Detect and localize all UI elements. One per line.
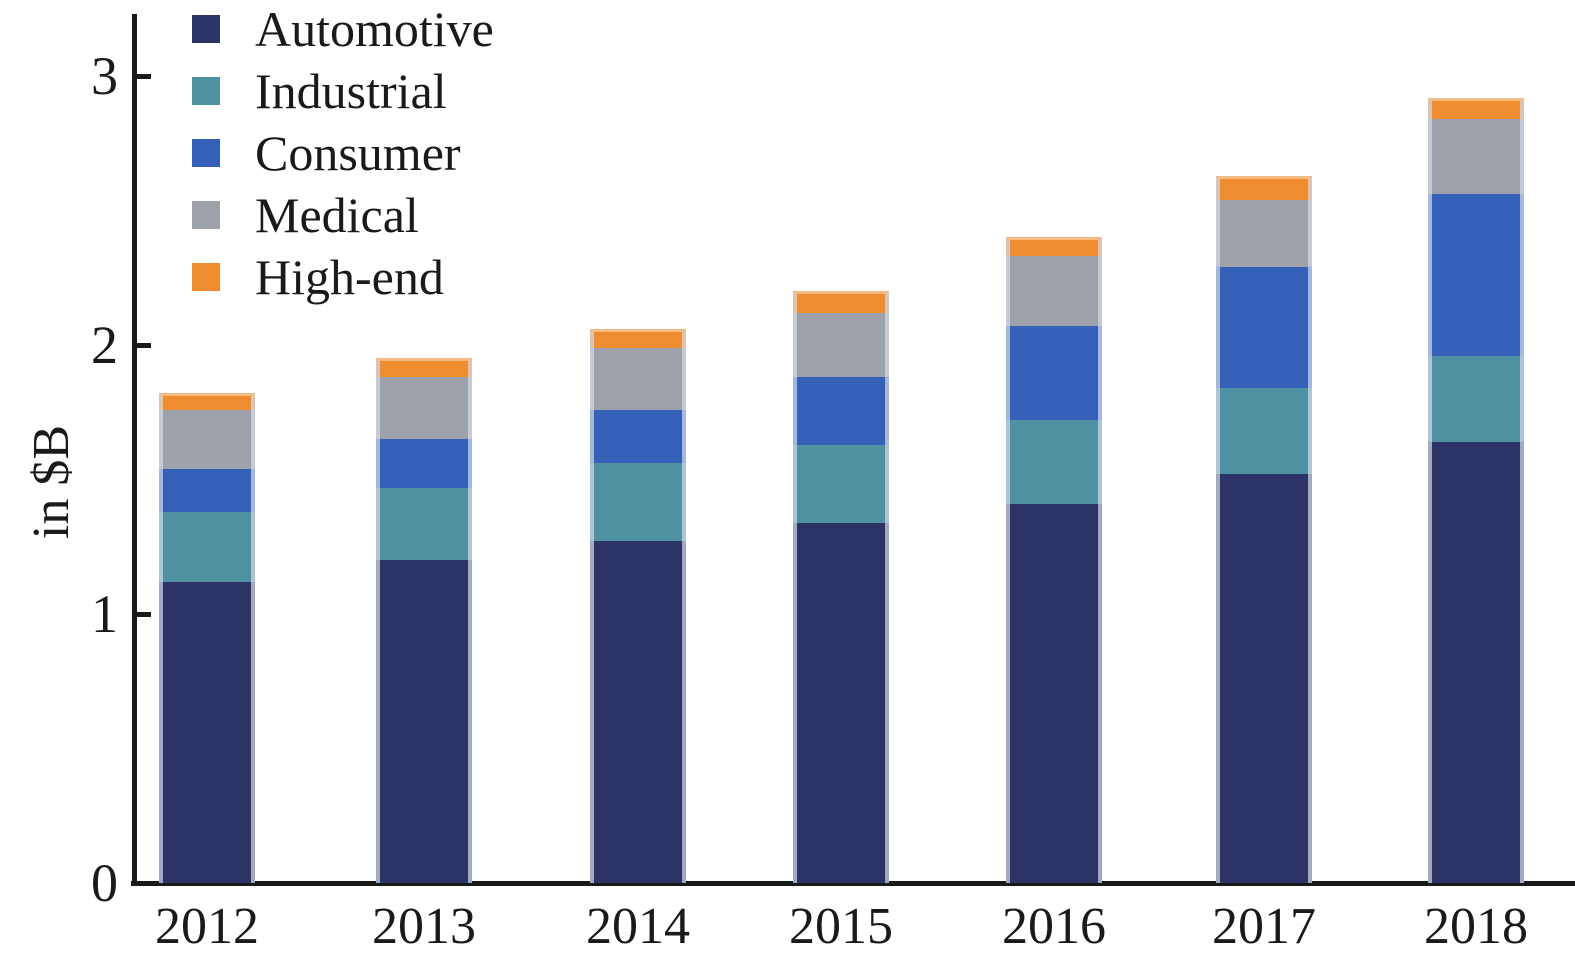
bar-segment-high-end-2012 [159, 393, 255, 410]
bar-segment-medical-2013 [376, 377, 472, 440]
bar-segment-consumer-2015 [793, 377, 889, 445]
bar-segment-consumer-2012 [159, 468, 255, 512]
bar-segment-high-end-2018 [1428, 97, 1524, 120]
legend-item-medical: Medical [192, 184, 494, 246]
legend-swatch-medical [192, 201, 220, 229]
legend-swatch-automotive [192, 15, 220, 43]
bar-segment-medical-2018 [1428, 119, 1524, 195]
bar-2012 [159, 393, 255, 883]
bar-segment-medical-2017 [1216, 199, 1312, 267]
x-axis-line [131, 881, 1575, 886]
x-tick-label-2012: 2012 [155, 898, 259, 955]
bar-segment-medical-2014 [590, 347, 686, 410]
legend-swatch-industrial [192, 77, 220, 105]
bar-segment-medical-2016 [1006, 256, 1102, 327]
legend-label-automotive: Automotive [255, 1, 494, 57]
legend-label-medical: Medical [255, 187, 419, 243]
bar-segment-industrial-2014 [590, 463, 686, 542]
bar-segment-automotive-2015 [793, 522, 889, 883]
bar-segment-high-end-2017 [1216, 175, 1312, 200]
bar-segment-automotive-2012 [159, 581, 255, 883]
bar-segment-automotive-2018 [1428, 441, 1524, 883]
bar-segment-consumer-2018 [1428, 194, 1524, 356]
y-tick-2 [135, 343, 151, 348]
bar-segment-automotive-2014 [590, 541, 686, 883]
bar-segment-medical-2012 [159, 409, 255, 469]
legend: Automotive Industrial Consumer Medical High-… [192, 0, 494, 308]
bar-2016 [1006, 237, 1102, 883]
y-tick-1 [135, 612, 151, 617]
bar-segment-consumer-2013 [376, 439, 472, 488]
bar-segment-automotive-2016 [1006, 503, 1102, 883]
bar-segment-automotive-2017 [1216, 474, 1312, 883]
x-tick-label-2013: 2013 [372, 898, 476, 955]
bar-segment-consumer-2014 [590, 409, 686, 464]
bar-segment-industrial-2012 [159, 511, 255, 582]
bar-segment-high-end-2013 [376, 358, 472, 378]
legend-label-high-end: High-end [255, 249, 444, 305]
y-tick-label-3: 3 [91, 46, 118, 106]
bar-segment-high-end-2015 [793, 291, 889, 313]
bar-segment-industrial-2016 [1006, 420, 1102, 504]
x-tick-label-2017: 2017 [1212, 898, 1316, 955]
bar-2018 [1428, 97, 1524, 884]
legend-item-industrial: Industrial [192, 60, 494, 122]
y-tick-label-0: 0 [91, 853, 118, 913]
y-axis-spine [132, 14, 137, 886]
legend-label-industrial: Industrial [255, 63, 447, 119]
bar-segment-industrial-2013 [376, 487, 472, 561]
bar-segment-medical-2015 [793, 312, 889, 378]
legend-item-consumer: Consumer [192, 122, 494, 184]
x-tick-label-2018: 2018 [1424, 898, 1528, 955]
legend-item-high-end: High-end [192, 246, 494, 308]
y-tick-label-1: 1 [91, 584, 118, 644]
legend-label-consumer: Consumer [255, 125, 461, 181]
legend-swatch-consumer [192, 139, 220, 167]
legend-item-automotive: Automotive [192, 0, 494, 60]
y-axis-title: in $B [23, 424, 80, 540]
y-tick-label-2: 2 [91, 315, 118, 375]
bar-segment-consumer-2017 [1216, 266, 1312, 389]
x-tick-label-2016: 2016 [1002, 898, 1106, 955]
x-tick-label-2015: 2015 [789, 898, 893, 955]
bar-2015 [793, 291, 889, 883]
bar-2017 [1216, 175, 1312, 884]
bar-segment-automotive-2013 [376, 560, 472, 883]
bar-2013 [376, 358, 472, 883]
bar-segment-industrial-2018 [1428, 355, 1524, 442]
bar-segment-industrial-2015 [793, 444, 889, 523]
bar-segment-high-end-2014 [590, 328, 686, 348]
bar-segment-industrial-2017 [1216, 388, 1312, 475]
bar-segment-consumer-2016 [1006, 326, 1102, 421]
bar-2014 [590, 328, 686, 884]
y-tick-3 [135, 74, 151, 79]
bar-segment-high-end-2016 [1006, 237, 1102, 257]
legend-swatch-high-end [192, 263, 220, 291]
x-tick-label-2014: 2014 [586, 898, 690, 955]
